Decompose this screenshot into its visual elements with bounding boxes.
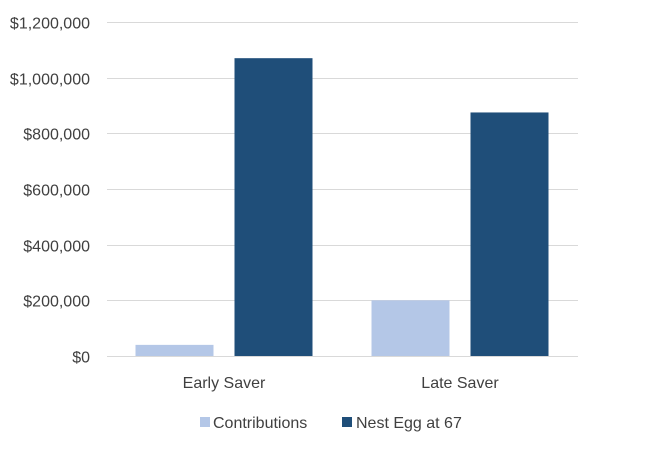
bar-contributions-late-saver [371, 300, 450, 356]
y-tick-label: $600,000 [23, 183, 90, 200]
legend-swatch [200, 417, 210, 427]
x-axis-tick-labels: Early Saver Late Saver [183, 375, 500, 392]
y-tick-label: $1,200,000 [10, 16, 90, 33]
bar-nest-egg-early-saver [234, 58, 313, 356]
legend-label: Contributions [213, 415, 307, 432]
legend-swatch [342, 417, 352, 427]
y-axis-tick-labels: $0 $200,000 $400,000 $600,000 $800,000 $1,000… [10, 16, 90, 367]
bar-nest-egg-late-saver [470, 112, 549, 356]
legend: Contributions Nest Egg at 67 [200, 415, 462, 432]
bar-contributions-early-saver [135, 344, 214, 356]
y-tick-label: $400,000 [23, 239, 90, 256]
x-tick-label: Early Saver [183, 375, 266, 392]
bars [135, 58, 549, 356]
y-tick-label: $200,000 [23, 294, 90, 311]
y-tick-label: $800,000 [23, 127, 90, 144]
gridlines [107, 22, 578, 357]
x-tick-label: Late Saver [421, 375, 499, 392]
y-tick-label: $0 [72, 350, 90, 367]
legend-label: Nest Egg at 67 [356, 415, 462, 432]
y-tick-label: $1,000,000 [10, 72, 90, 89]
